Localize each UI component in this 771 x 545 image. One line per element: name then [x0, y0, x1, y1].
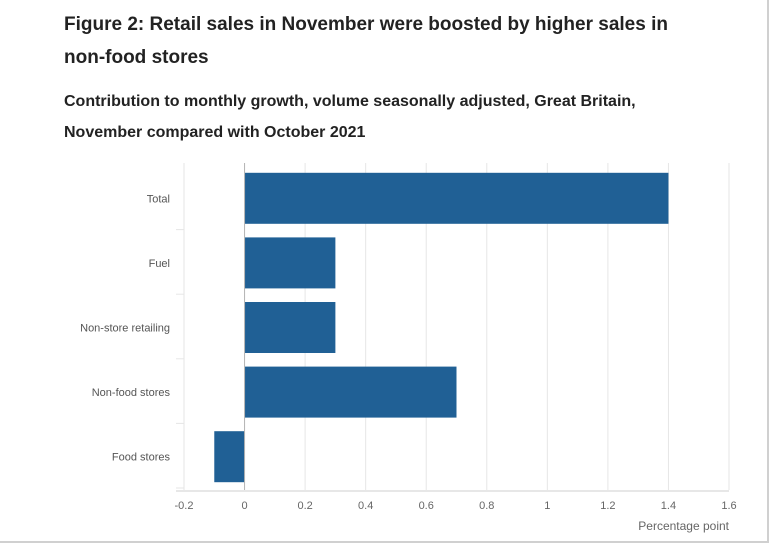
x-tick-label: 0.4	[358, 500, 373, 512]
x-tick-label: 1.6	[721, 500, 736, 512]
bar-food-stores	[214, 431, 245, 483]
x-tick-label: 1	[544, 500, 550, 512]
x-tick-label: 1.4	[661, 500, 676, 512]
x-tick-label: 0.8	[479, 500, 494, 512]
x-tick-label: 0.2	[297, 500, 312, 512]
x-tick-label: 0.6	[419, 500, 434, 512]
x-tick-label: 1.2	[600, 500, 615, 512]
category-label: Food stores	[112, 452, 171, 464]
x-tick-label: -0.2	[175, 500, 194, 512]
chart-subtitle: Contribution to monthly growth, volume s…	[64, 93, 636, 141]
x-tick-label: 0	[241, 500, 247, 512]
bar-fuel	[244, 237, 336, 289]
category-label: Fuel	[149, 258, 170, 270]
category-label: Non-food stores	[92, 387, 171, 399]
category-label: Non-store retailing	[80, 323, 170, 335]
chart-title: Figure 2: Retail sales in November were …	[64, 14, 668, 68]
bar-non-food-stores	[244, 366, 457, 418]
category-label: Total	[147, 193, 170, 205]
bar-total	[244, 172, 669, 224]
bar-non-store-retailing	[244, 302, 336, 353]
x-axis-label: Percentage point	[638, 519, 729, 533]
